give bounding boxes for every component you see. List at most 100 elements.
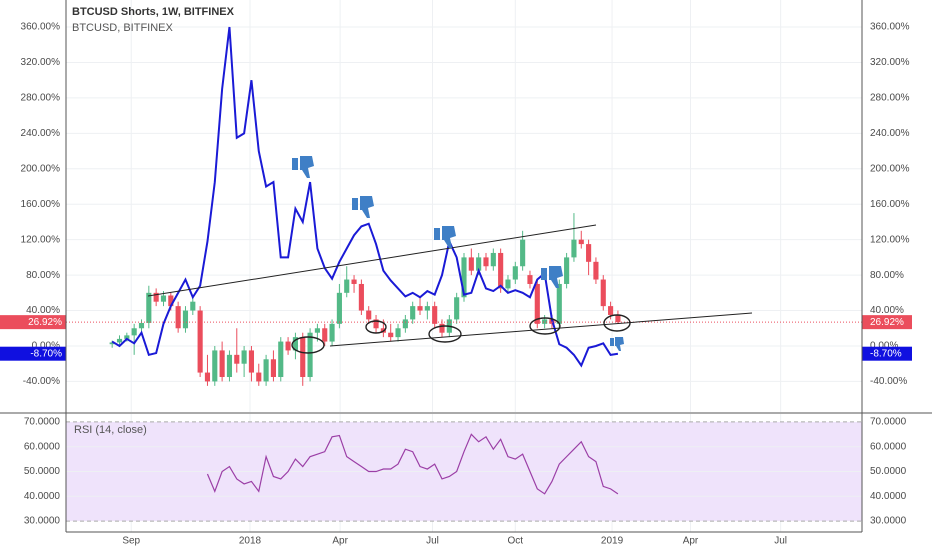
- candle-body: [439, 323, 445, 333]
- y-tick-label: 200.00%: [21, 163, 61, 174]
- price-tag: [0, 315, 66, 330]
- candle-body: [336, 292, 342, 324]
- shorts-line: [111, 26, 619, 368]
- candle-body: [285, 341, 291, 351]
- price-tag: [862, 315, 912, 330]
- candle-body: [234, 354, 240, 364]
- candle-body: [586, 244, 592, 262]
- candle-body: [278, 341, 284, 378]
- trend-line: [329, 312, 753, 347]
- candle-body: [564, 257, 570, 284]
- thumbs-down-icon: [610, 337, 624, 351]
- price-tag: [862, 346, 912, 361]
- candle-body: [197, 310, 203, 373]
- x-tick-label: Jul: [774, 536, 787, 547]
- thumbs-icons: [292, 156, 624, 351]
- candle-body: [212, 350, 218, 382]
- y-tick-label: 200.00%: [870, 163, 910, 174]
- candle-body: [388, 332, 394, 338]
- trend-line: [147, 224, 597, 297]
- candle-body: [402, 319, 408, 329]
- y-tick-label: 320.00%: [21, 57, 61, 68]
- candle-body: [204, 372, 211, 382]
- x-tick-label: Sep: [122, 536, 140, 547]
- candle-body: [600, 279, 606, 307]
- y-tick-label: 30.0000: [870, 516, 907, 527]
- candle-body: [131, 328, 137, 336]
- candle-body: [190, 301, 196, 311]
- y-tick-label: 0.00%: [870, 341, 898, 352]
- price-tag-label: -8.70%: [870, 348, 902, 359]
- candle-body: [270, 359, 276, 378]
- candle-body: [542, 319, 548, 324]
- circle-mark: [291, 336, 325, 354]
- y-tick-label: -40.00%: [23, 376, 60, 387]
- candle-body: [520, 239, 526, 267]
- candle-body: [248, 350, 255, 373]
- y-tick-label: 30.0000: [24, 516, 61, 527]
- y-tick-label: 280.00%: [21, 93, 61, 104]
- candle-body: [344, 279, 350, 293]
- circle-mark: [529, 317, 561, 335]
- candle-body: [454, 297, 460, 320]
- candle-body: [615, 314, 621, 323]
- candle-body: [300, 337, 306, 378]
- candle-body: [153, 292, 159, 302]
- y-tick-label: 50.0000: [24, 466, 61, 477]
- candle-body: [219, 350, 225, 378]
- price-tag-label: 26.92%: [28, 317, 62, 328]
- candle-body: [417, 306, 423, 311]
- candle-body: [556, 283, 562, 324]
- y-tick-label: 240.00%: [870, 128, 910, 139]
- candle-body: [168, 295, 174, 307]
- candle-body: [395, 328, 401, 338]
- thumbs-down-icon: [352, 196, 374, 218]
- candle-body: [410, 306, 416, 320]
- candle-body: [292, 337, 298, 351]
- thumbs-down-icon: [292, 156, 314, 178]
- candle-body: [476, 257, 482, 271]
- chart-title: BTCUSD Shorts, 1W, BITFINEX: [72, 6, 235, 18]
- candle-body: [322, 328, 328, 342]
- thumbs-down-icon: [434, 226, 456, 248]
- candle-body: [608, 306, 614, 315]
- marks: [66, 26, 862, 495]
- y-tick-label: 280.00%: [870, 93, 910, 104]
- price-tag-label: -8.70%: [30, 348, 62, 359]
- candle-body: [373, 319, 379, 329]
- candle-body: [366, 310, 372, 320]
- rsi-title: RSI (14, close): [74, 424, 147, 436]
- y-tick-label: -40.00%: [870, 376, 907, 387]
- candle-body: [498, 252, 504, 289]
- rsi-line: [206, 433, 619, 495]
- y-tick-label: 120.00%: [870, 234, 910, 245]
- candle-body: [527, 275, 533, 284]
- y-tick-label: 0.00%: [32, 341, 60, 352]
- y-tick-label: 70.0000: [24, 417, 61, 428]
- candle-body: [329, 323, 335, 342]
- candle-body: [534, 283, 540, 324]
- y-tick-label: 40.00%: [26, 305, 60, 316]
- candle-body: [314, 328, 320, 333]
- price-tag-label: 26.92%: [870, 317, 904, 328]
- y-tick-label: 320.00%: [870, 57, 910, 68]
- y-tick-label: 40.00%: [870, 305, 904, 316]
- candle-body: [263, 359, 269, 382]
- candle-body: [358, 283, 364, 311]
- candle-body: [256, 372, 262, 382]
- candle-body: [175, 306, 181, 329]
- candle-body: [571, 239, 577, 258]
- y-tick-label: 240.00%: [21, 128, 61, 139]
- y-tick-label: 160.00%: [870, 199, 910, 210]
- candle-body: [483, 257, 489, 267]
- y-tick-label: 40.0000: [24, 491, 61, 502]
- annotations: [147, 224, 753, 354]
- y-tick-label: 40.0000: [870, 491, 907, 502]
- candle-body: [241, 350, 247, 364]
- y-tick-label: 360.00%: [870, 22, 910, 33]
- x-tick-label: 2019: [601, 536, 624, 547]
- x-tick-label: Apr: [332, 536, 348, 547]
- candle-body: [124, 335, 130, 339]
- candle-body: [578, 239, 584, 245]
